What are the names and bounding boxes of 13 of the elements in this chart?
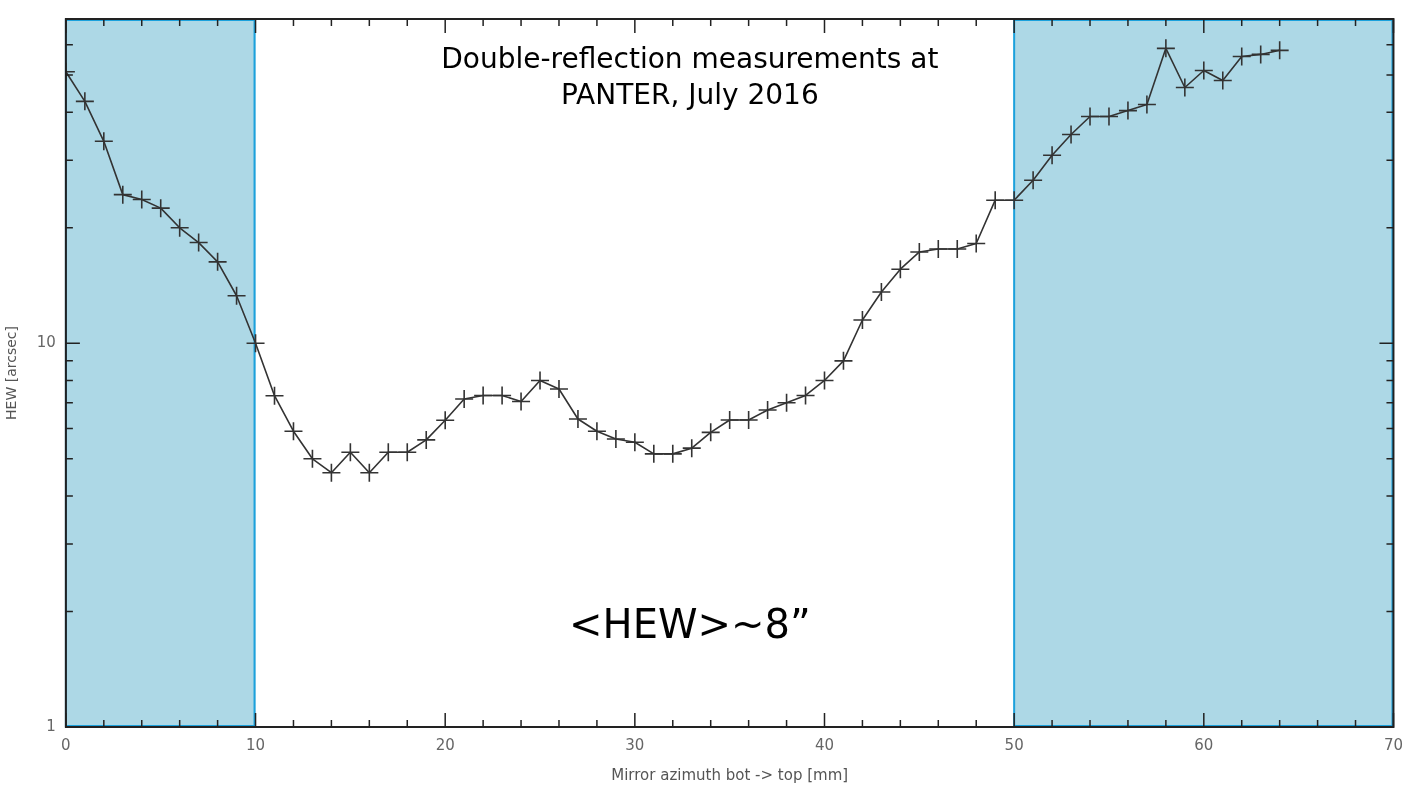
x-tick-label: 50 bbox=[1004, 735, 1024, 754]
y-axis-title: HEW [arcsec] bbox=[3, 326, 20, 420]
x-tick-label: 10 bbox=[245, 735, 266, 754]
x-tick-label: 70 bbox=[1383, 735, 1403, 754]
x-tick-label: 60 bbox=[1194, 735, 1214, 754]
x-tick-label: 0 bbox=[61, 735, 71, 754]
annotation: <HEW>~8” bbox=[569, 601, 811, 648]
x-tick-label: 40 bbox=[814, 735, 835, 754]
text: Double-reflection measurements at PANTER, July 2016 bbox=[441, 42, 939, 112]
x-tick-label: 30 bbox=[625, 735, 645, 754]
x-axis-title: Mirror azimuth bot -> top [mm] bbox=[611, 765, 849, 784]
y-tick-label: 1 bbox=[46, 716, 56, 735]
x-tick-label: 20 bbox=[435, 735, 455, 754]
